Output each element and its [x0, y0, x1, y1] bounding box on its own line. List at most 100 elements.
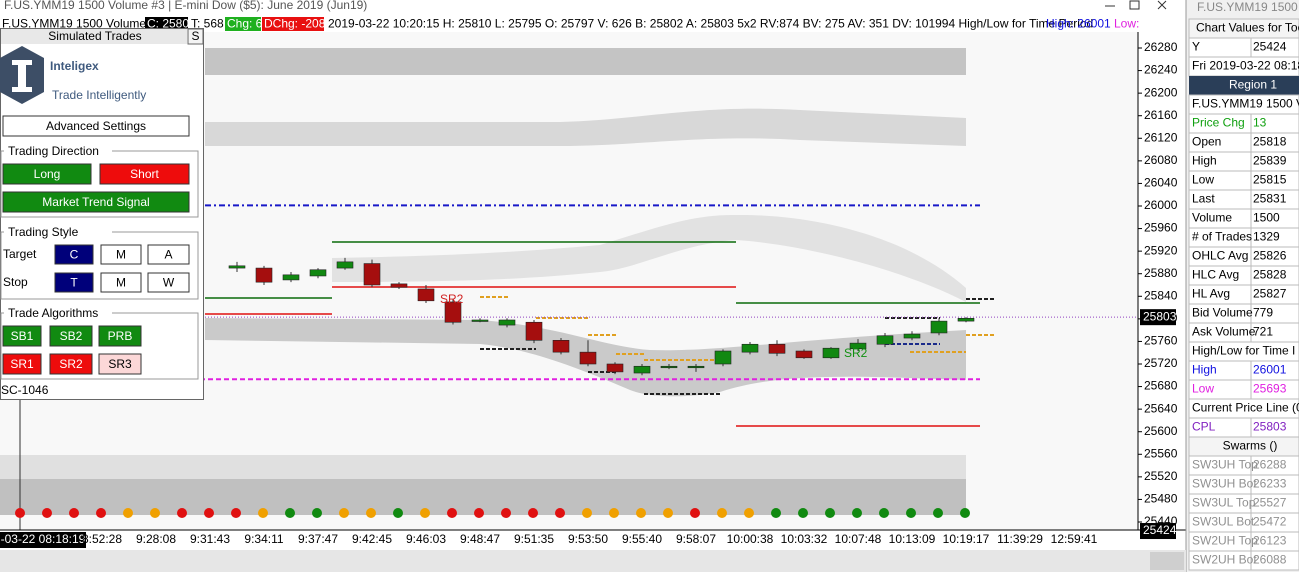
algorithm-button[interactable]: [49, 325, 93, 347]
algorithm-button[interactable]: [49, 353, 93, 375]
signal-dot: [960, 508, 970, 518]
row-label: CPL: [1192, 420, 1216, 434]
algorithm-button[interactable]: [2, 353, 42, 375]
row-label: High: [1192, 363, 1217, 377]
current-price-box: [1140, 309, 1176, 326]
signal-dot: [825, 508, 835, 518]
time-label: 10:07:48: [835, 532, 882, 546]
row-caption: Chart Values for Too: [1196, 21, 1299, 35]
price-label: 25480: [1144, 492, 1178, 506]
scroll-thumb[interactable]: [1150, 552, 1184, 570]
algorithm-button-label: PRB: [108, 329, 133, 343]
panel-title-bar: [1, 29, 187, 44]
signal-dot: [501, 508, 511, 518]
style-button[interactable]: [100, 244, 142, 265]
price-label: 26240: [1144, 63, 1178, 77]
simulated-trades-panel: Simulated Trades S Inteligex Trade Intellig…: [0, 28, 204, 400]
candle-body: [714, 350, 732, 365]
time-label: 9:34:11: [244, 532, 283, 546]
candle-body: [606, 363, 624, 373]
long-button[interactable]: [2, 163, 92, 185]
group-title: Trading Direction: [8, 144, 99, 158]
window-buttons[interactable]: [1105, 0, 1167, 10]
candle-body: [417, 288, 435, 302]
signal-dot: [69, 508, 79, 518]
row-label: SW3UH Bot: [1192, 477, 1257, 491]
style-button[interactable]: [147, 272, 190, 293]
row-value: 26288: [1253, 458, 1287, 472]
style-button[interactable]: [54, 272, 94, 293]
row-value: 25827: [1253, 287, 1287, 301]
price-label: 26080: [1144, 153, 1178, 167]
row-label: # of Trades: [1192, 230, 1252, 244]
row-text: Fri 2019-03-22 08:18: [1192, 59, 1299, 73]
window-title: F.US.YMM19 1500 Volume #3 | E-mini Dow (…: [4, 0, 367, 12]
close[interactable]: [1157, 0, 1167, 10]
candle-body: [876, 335, 894, 345]
algorithm-button[interactable]: [98, 353, 142, 375]
info-text: Low:: [1114, 17, 1139, 31]
candle-body: [228, 265, 246, 269]
candle-body: [795, 350, 813, 359]
candle-body: [390, 283, 408, 288]
row-caption: Swarms (): [1223, 439, 1278, 453]
row-bg: [1188, 550, 1299, 571]
candle-body: [471, 319, 489, 322]
algorithm-button[interactable]: [2, 325, 42, 347]
time-axis: [0, 530, 1186, 550]
style-button-label: A: [164, 248, 172, 262]
algorithm-button[interactable]: [98, 325, 142, 347]
short-button[interactable]: [99, 163, 190, 185]
s-button[interactable]: [187, 28, 204, 45]
candle-body: [255, 267, 273, 283]
style-button[interactable]: [100, 272, 142, 293]
row-label: Volume: [1192, 211, 1232, 225]
advanced-settings-button[interactable]: [2, 115, 190, 137]
candle-body: [552, 339, 570, 353]
candle-body: [363, 263, 381, 286]
signal-dot: [15, 508, 25, 518]
style-button[interactable]: [54, 244, 94, 265]
row-label: Price Chg: [1192, 116, 1245, 130]
current-price-label: 25803: [1143, 309, 1177, 323]
annotation: SR2: [844, 346, 868, 360]
time-label: -03-22 08:18:19: [1, 532, 86, 546]
row-label: Low: [1192, 382, 1214, 396]
info-chip: [262, 17, 324, 31]
group-title-bg: [4, 225, 112, 239]
algorithm-button-label: SR2: [59, 357, 83, 371]
row-label: SW3UL Bot: [1192, 515, 1255, 529]
row-heading: Region 1: [1229, 78, 1277, 92]
time-label: 9:31:43: [190, 532, 230, 546]
style-button-label: T: [70, 276, 78, 290]
row-text: High/Low for Time I: [1192, 344, 1295, 358]
row-value: 25826: [1253, 249, 1287, 263]
signal-dot: [690, 508, 700, 518]
info-text: C: 25803: [147, 17, 196, 31]
candle-body: [849, 342, 867, 350]
candle-body: [957, 317, 975, 322]
row-value: 1329: [1253, 230, 1280, 244]
price-label: 26280: [1144, 40, 1178, 54]
style-button-label: M: [116, 276, 126, 290]
algorithm-button-label: SR3: [108, 357, 132, 371]
signal-dot: [582, 508, 592, 518]
style-button[interactable]: [147, 244, 190, 265]
group-title-bg: [4, 306, 112, 320]
price-label: 25720: [1144, 356, 1178, 370]
maximize[interactable]: [1129, 0, 1140, 10]
signal-dot: [663, 508, 673, 518]
time-label: 10:19:17: [943, 532, 990, 546]
market-trend-button[interactable]: [2, 191, 190, 213]
candle-body: [525, 321, 543, 341]
market-trend-button-label: Market Trend Signal: [42, 195, 149, 209]
stop-label: Stop: [3, 275, 28, 289]
info-text: F.US.YMM19 1500 Volume #3: [2, 17, 163, 31]
signal-dot: [366, 508, 376, 518]
scrollbar[interactable]: [0, 550, 1186, 572]
info-text: High: 26001: [1046, 17, 1111, 31]
row-label: SW3UH Top: [1192, 458, 1258, 472]
row-label: HLC Avg: [1192, 268, 1239, 282]
target-label: Target: [3, 247, 37, 261]
